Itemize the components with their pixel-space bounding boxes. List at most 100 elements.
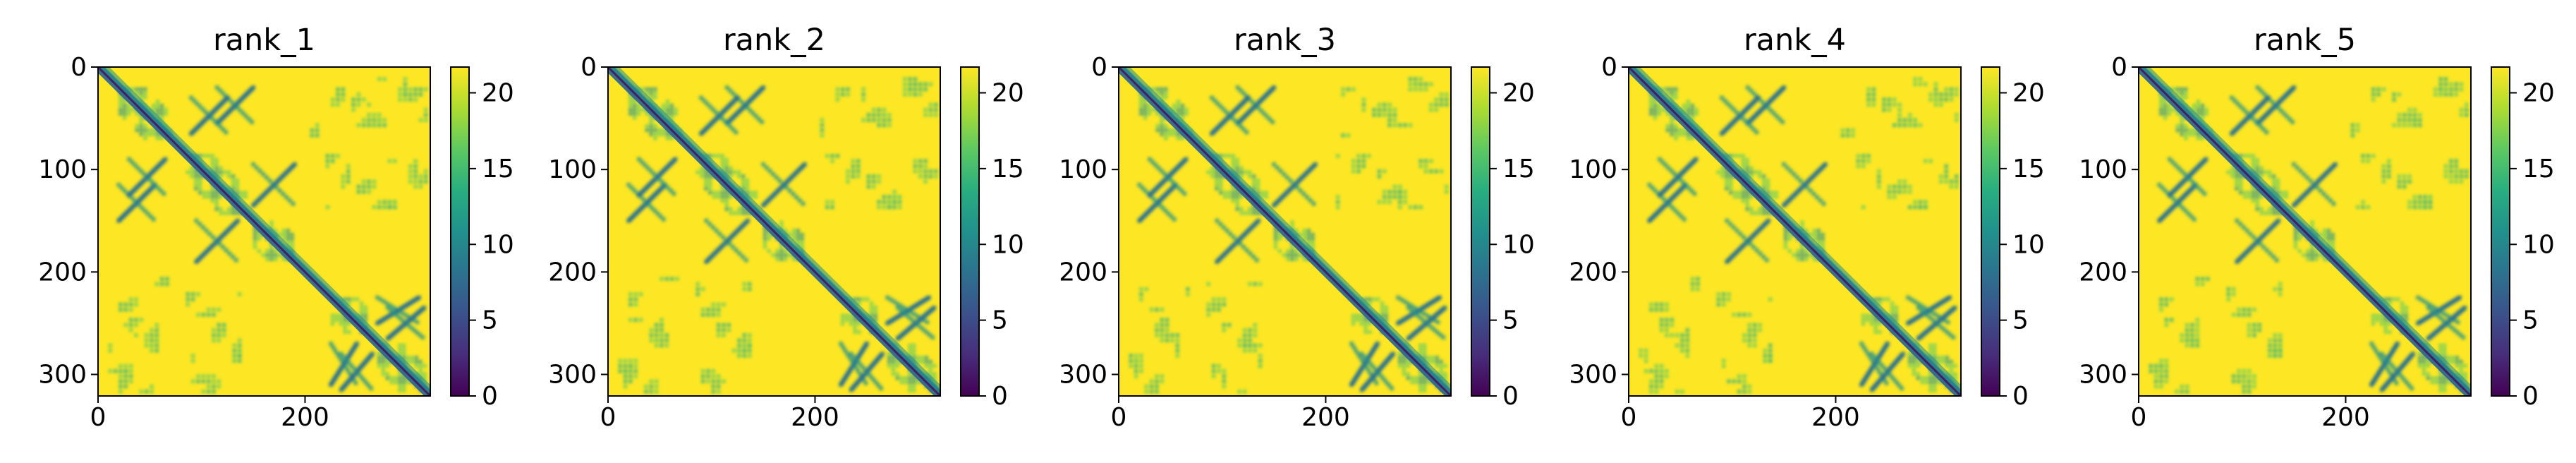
beta-sheet-contact [2235,101,2240,106]
helical-block-cell [1368,330,1372,334]
beta-sheet-contact [739,100,744,104]
long-range-contact-cell [1908,190,1912,194]
helical-block-cell [143,136,147,140]
beta-sheet-contact [1256,105,1260,110]
helical-block-cell [2319,233,2323,236]
long-range-contact-cell [2195,318,2199,322]
helical-block-cell [290,245,294,249]
long-range-contact-cell [2242,385,2246,389]
helical-block-cell [1661,88,1665,91]
long-range-contact-cell [2454,169,2458,174]
beta-sheet-contact [1418,315,1423,320]
long-range-contact-cell [2226,297,2230,301]
long-range-contact-cell [2465,108,2469,112]
helical-block-cell [156,108,159,112]
beta-sheet-contact [1864,348,1868,353]
helical-block-cell [1821,236,1825,241]
beta-sheet-contact [1916,301,1921,306]
beta-sheet-contact [1357,354,1362,359]
beta-sheet-contact [391,311,396,315]
beta-sheet-contact [1244,248,1249,253]
beta-sheet-contact [148,214,153,219]
long-range-contact-cell [1696,282,1700,286]
long-range-contact-cell [413,88,418,92]
helical-block-cell [198,191,202,195]
helical-block-cell [1299,233,1303,236]
helical-block-cell [160,104,164,107]
beta-sheet-contact [391,306,396,311]
long-range-contact-cell [913,169,917,174]
long-range-contact-cell [639,318,643,322]
long-range-contact-cell [2356,123,2360,127]
helical-block-cell [1665,128,1670,132]
helical-block-cell [1274,233,1277,236]
helical-block-cell [194,183,198,186]
beta-sheet-contact [238,108,243,113]
helical-block-cell [796,229,800,233]
helical-block-cell [724,191,729,195]
helical-block-cell [649,116,653,120]
helical-block-cell [1729,183,1733,186]
long-range-contact-cell [1243,343,1247,348]
beta-sheet-contact [1887,372,1892,376]
helical-block-cell [887,360,891,363]
helical-block-cell [1363,326,1368,330]
beta-sheet-contact [2238,104,2243,109]
helical-block-cell [1682,128,1686,132]
helical-block-cell [1282,253,1286,257]
long-range-contact-cell [2454,92,2458,97]
long-range-contact-cell [877,205,881,210]
helical-block-cell [1741,158,1745,162]
long-range-contact-cell [1139,354,1143,358]
long-range-contact-cell [1727,379,1731,383]
helical-block-cell [418,360,423,363]
beta-sheet-contact [1409,303,1414,308]
helical-block-cell [2175,112,2180,116]
long-range-contact-cell [928,108,932,112]
y-tick-label: 300 [1059,361,1107,390]
beta-sheet-contact [2261,91,2266,96]
long-range-contact-cell [2418,123,2422,127]
long-range-contact-cell [1897,102,1902,107]
helical-block-cell [2247,191,2251,195]
helical-block-cell [1745,203,1749,207]
long-range-contact-cell [1670,318,1674,322]
beta-sheet-contact [1922,311,1926,315]
long-range-contact-cell [150,385,154,389]
panel-title: rank_3 [1234,23,1336,58]
helical-block-cell [1303,233,1306,236]
long-range-contact-cell [238,338,242,342]
long-range-contact-cell [1861,159,1866,163]
long-range-contact-cell [2278,282,2283,286]
helical-block-cell [1949,372,1953,376]
helical-block-cell [382,360,385,363]
helical-block-cell [1164,124,1168,128]
beta-sheet-contact [2160,186,2165,190]
long-range-contact-cell [1336,195,1340,199]
long-range-contact-cell [408,88,413,92]
helical-block-cell [874,318,877,322]
beta-sheet-contact [1897,383,1902,388]
beta-sheet-contact [142,208,147,213]
long-range-contact-cell [1846,133,1850,138]
beta-sheet-contact [394,313,399,318]
beta-sheet-contact [632,188,637,193]
helical-block-cell [1439,363,1443,368]
long-range-contact-cell [1222,379,1226,383]
long-range-contact-cell [2407,113,2412,117]
long-range-contact-cell [1675,333,1679,337]
helical-block-cell [904,380,908,384]
helical-block-cell [190,170,194,174]
helical-block-cell [2255,166,2259,170]
long-range-contact-cell [382,205,387,210]
helical-block-cell [1729,186,1733,191]
long-range-contact-cell [212,328,216,332]
beta-sheet-contact [1734,228,1739,233]
beta-sheet-contact [1311,201,1316,206]
beta-sheet-contact [209,116,214,120]
helical-block-cell [899,376,904,380]
beta-sheet-contact [1900,351,1905,356]
beta-sheet-contact [267,179,272,184]
long-range-contact-cell [1392,190,1397,194]
long-range-contact-cell [1383,169,1387,174]
